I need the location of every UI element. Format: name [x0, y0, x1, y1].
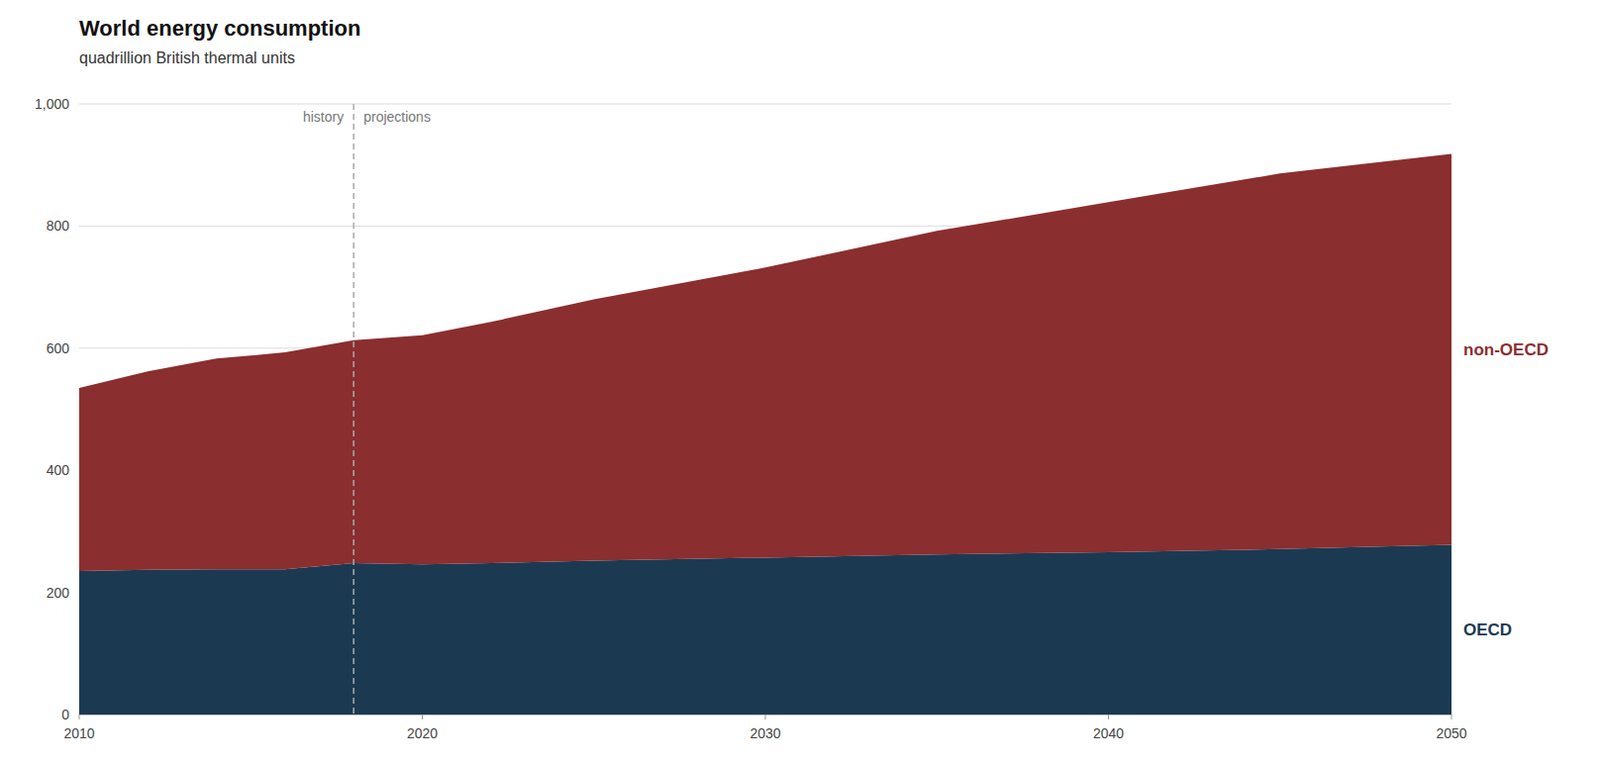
- x-tick: [421, 714, 423, 720]
- y-tick-label: 800: [46, 217, 71, 234]
- x-tick-label: 2020: [406, 725, 438, 742]
- y-tick-label: 600: [46, 340, 71, 357]
- grid: [79, 103, 1452, 715]
- grid-line: [79, 103, 1452, 105]
- x-tick: [1451, 714, 1453, 720]
- page: {"chart_data": { "type": "area", "stacke…: [0, 0, 1600, 764]
- areas: [79, 154, 1452, 715]
- y-tick-label: 400: [46, 462, 71, 479]
- subtitle: quadrillion British thermal units: [79, 49, 296, 67]
- annotation-label: projections: [363, 108, 431, 125]
- series-labels: OECD non-OECD: [1463, 340, 1549, 640]
- x-tick: [765, 714, 767, 720]
- series-label: OECD: [1463, 620, 1512, 640]
- chart: World energy consumption quadrillion Brit…: [0, 0, 1600, 764]
- y-tick-label: 200: [46, 585, 71, 601]
- area: [79, 544, 1452, 715]
- axes: 0 200 400 600 800 1,000 2010 2020 2030 2040 2050: [34, 96, 1468, 742]
- y-tick-label: 1,000: [34, 96, 70, 112]
- annotation-label: history: [302, 108, 344, 125]
- annotations: history projections: [302, 103, 431, 715]
- divider-line: [352, 103, 355, 715]
- area: [79, 154, 1452, 572]
- series-label: non-OECD: [1463, 340, 1549, 360]
- y-tick-label: 0: [61, 706, 70, 723]
- x-tick-label: 2030: [749, 725, 781, 742]
- x-tick-label: 2010: [63, 725, 95, 742]
- x-tick-label: 2050: [1435, 725, 1467, 742]
- x-tick: [1107, 714, 1109, 720]
- x-tick-label: 2040: [1093, 725, 1124, 742]
- x-tick: [79, 714, 81, 720]
- title: World energy consumption: [79, 15, 361, 41]
